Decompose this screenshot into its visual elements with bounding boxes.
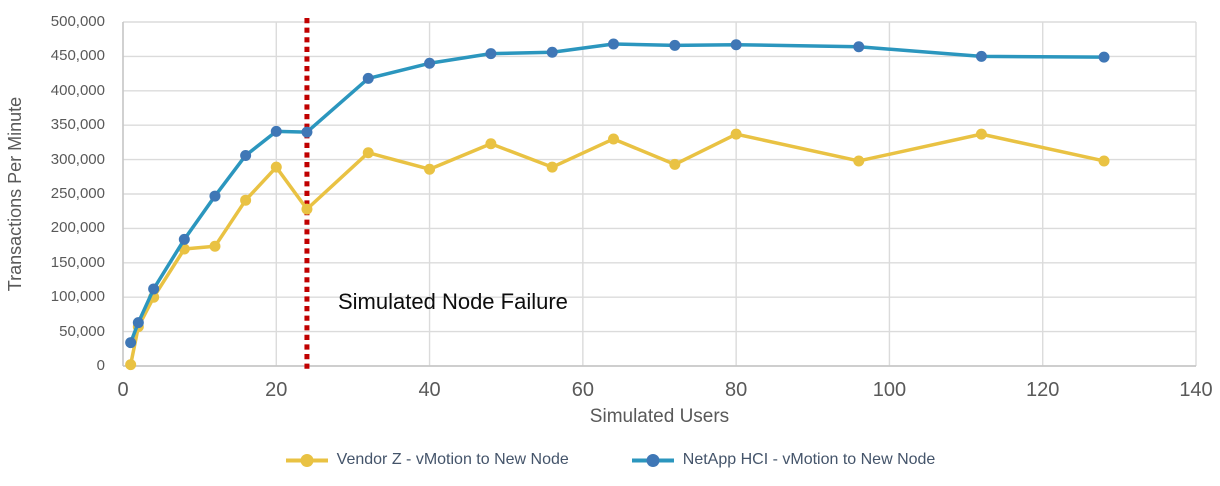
x-tick-label: 20 (265, 379, 288, 401)
netapp-hci-point (424, 57, 436, 69)
netapp-hci-point (240, 149, 252, 161)
netapp-hci-point (730, 39, 742, 51)
netapp-hci-point (485, 48, 497, 60)
vendor-z-point (485, 138, 497, 150)
y-axis-title: Transactions Per Minute (5, 96, 25, 292)
vendor-z-point (1098, 155, 1110, 167)
netapp-hci-point (669, 39, 681, 51)
netapp-hci-series-marker-icon (631, 453, 674, 467)
netapp-hci-point (148, 283, 160, 295)
y-tick-label: 0 (96, 357, 105, 374)
x-tick-label: 140 (1179, 379, 1213, 401)
vendor-z-point (240, 194, 252, 206)
x-tick-label: 100 (872, 379, 907, 401)
netapp-hci-point (362, 72, 374, 84)
y-tick-label: 350,000 (50, 116, 105, 134)
vendor-z-point (669, 158, 681, 170)
x-axis-title: Simulated Users (589, 406, 730, 427)
node-failure-annotation: Simulated Node Failure (338, 289, 568, 314)
legend-label-vendor-z: Vendor Z - vMotion to New Node (336, 451, 569, 468)
y-tick-label: 500,000 (50, 13, 105, 30)
y-tick-label: 400,000 (50, 81, 105, 99)
y-tick-label: 450,000 (50, 47, 105, 65)
vendor-z-point (209, 240, 221, 252)
series-vendor-z (125, 128, 1110, 371)
x-tick-label: 40 (418, 379, 441, 401)
vendor-z-point (270, 161, 282, 173)
netapp-hci-point (125, 337, 137, 349)
netapp-hci-point (178, 233, 190, 245)
chart-legend: Vendor Z - vMotion to New Node NetApp HC… (0, 451, 1220, 469)
netapp-hci-point (975, 50, 987, 62)
netapp-hci-point (301, 126, 313, 138)
netapp-hci-point (270, 125, 282, 137)
y-tick-label: 300,000 (50, 150, 105, 168)
vendor-z-point (730, 128, 742, 140)
netapp-hci-point (1098, 51, 1110, 63)
y-tick-label: 150,000 (50, 253, 105, 271)
vendor-z-point (301, 203, 313, 215)
vendor-z-point (608, 133, 620, 145)
y-tick-label: 250,000 (50, 185, 105, 202)
netapp-hci-point (132, 317, 144, 329)
legend-item-netapp-hci: NetApp HCI - vMotion to New Node (631, 451, 936, 469)
y-tick-label: 200,000 (50, 219, 105, 237)
vendor-z-point (424, 163, 436, 175)
vendor-z-point (853, 155, 865, 167)
vendor-z-line (128, 132, 1106, 367)
x-tick-label: 80 (725, 379, 748, 401)
y-tick-label: 50,000 (59, 322, 105, 340)
netapp-hci-point (608, 38, 620, 50)
vendor-z-point (125, 359, 137, 371)
vendor-z-series-marker-icon (285, 453, 328, 467)
netapp-hci-point (546, 46, 558, 58)
series-netapp-hci (125, 38, 1110, 349)
legend-item-vendor-z: Vendor Z - vMotion to New Node (285, 451, 569, 469)
y-tick-label: 100,000 (50, 288, 105, 306)
legend-label-netapp-hci: NetApp HCI - vMotion to New Node (682, 451, 936, 468)
vendor-z-point (362, 147, 374, 159)
x-tick-label: 60 (571, 379, 594, 401)
netapp-hci-point (209, 190, 221, 202)
vendor-z-point (975, 128, 987, 140)
netapp-hci-line (128, 42, 1106, 345)
x-tick-label: 0 (117, 379, 129, 401)
netapp-hci-point (853, 41, 865, 53)
vendor-z-point (546, 161, 558, 173)
x-tick-label: 120 (1026, 379, 1060, 401)
gridlines (122, 21, 1197, 367)
